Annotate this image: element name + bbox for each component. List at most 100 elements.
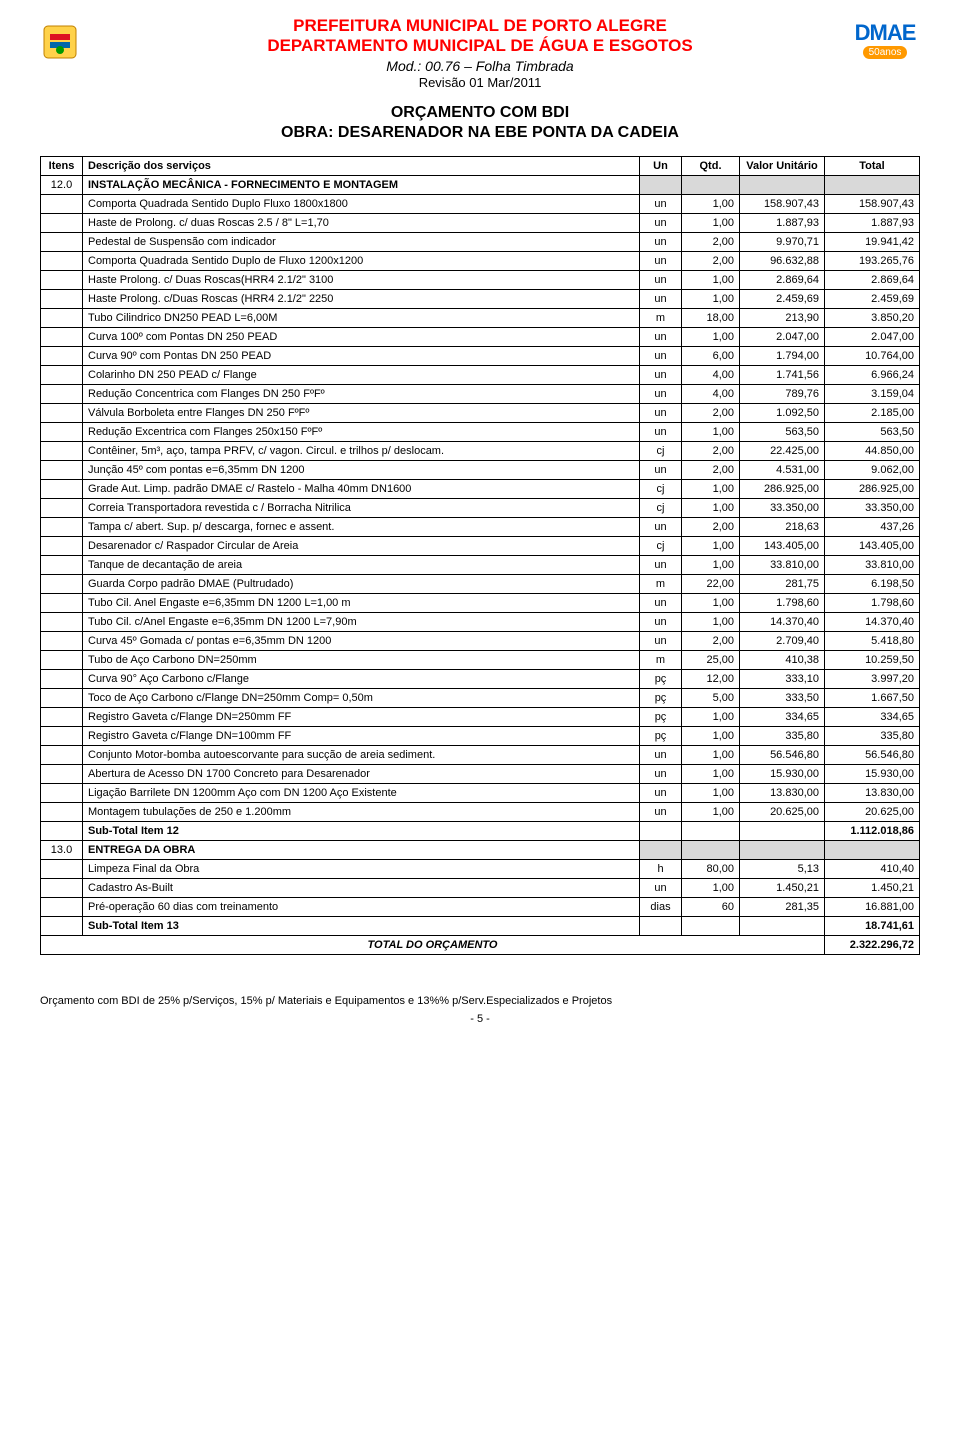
row-un: un <box>640 461 682 480</box>
row-itens <box>41 537 83 556</box>
row-desc: Abertura de Acesso DN 1700 Concreto para… <box>83 765 640 784</box>
row-desc: Cadastro As-Built <box>83 879 640 898</box>
row-unit: 218,63 <box>740 518 825 537</box>
row-un: un <box>640 290 682 309</box>
row-itens <box>41 632 83 651</box>
row-total: 33.350,00 <box>825 499 920 518</box>
row-itens <box>41 594 83 613</box>
row-desc: Pedestal de Suspensão com indicador <box>83 233 640 252</box>
subtotal-label: Sub-Total Item 12 <box>83 822 640 841</box>
row-qtd: 1,00 <box>682 746 740 765</box>
row-desc: Grade Aut. Limp. padrão DMAE c/ Rastelo … <box>83 480 640 499</box>
table-row: Junção 45º com pontas e=6,35mm DN 1200un… <box>41 461 920 480</box>
row-itens <box>41 708 83 727</box>
row-total: 44.850,00 <box>825 442 920 461</box>
row-total: 5.418,80 <box>825 632 920 651</box>
table-row: Desarenador c/ Raspador Circular de Arei… <box>41 537 920 556</box>
table-row: Contêiner, 5m³, aço, tampa PRFV, c/ vago… <box>41 442 920 461</box>
row-qtd: 1,00 <box>682 423 740 442</box>
header: DMAE 50anos PREFEITURA MUNICIPAL DE PORT… <box>40 16 920 90</box>
row-qtd: 1,00 <box>682 594 740 613</box>
row-itens <box>41 404 83 423</box>
table-row: Tubo de Aço Carbono DN=250mmm25,00410,38… <box>41 651 920 670</box>
row-total: 19.941,42 <box>825 233 920 252</box>
row-qtd: 1,00 <box>682 879 740 898</box>
row-total: 158.907,43 <box>825 195 920 214</box>
row-unit: 2.459,69 <box>740 290 825 309</box>
row-desc: Comporta Quadrada Sentido Duplo de Fluxo… <box>83 252 640 271</box>
row-un: un <box>640 632 682 651</box>
empty <box>640 822 682 841</box>
col-unit: Valor Unitário <box>740 157 825 176</box>
grey-cell <box>682 841 740 860</box>
grey-cell <box>640 176 682 195</box>
table-row: Toco de Aço Carbono c/Flange DN=250mm Co… <box>41 689 920 708</box>
row-itens <box>41 309 83 328</box>
row-itens <box>41 803 83 822</box>
table-row: Haste Prolong. c/ Duas Roscas(HRR4 2.1/2… <box>41 271 920 290</box>
row-qtd: 60 <box>682 898 740 917</box>
row-qtd: 4,00 <box>682 385 740 404</box>
row-desc: Colarinho DN 250 PEAD c/ Flange <box>83 366 640 385</box>
row-un: pç <box>640 689 682 708</box>
subtotal-value: 1.112.018,86 <box>825 822 920 841</box>
table-row: Válvula Borboleta entre Flanges DN 250 F… <box>41 404 920 423</box>
budget-table: Itens Descrição dos serviços Un Qtd. Val… <box>40 156 920 955</box>
grey-cell <box>740 176 825 195</box>
row-un: un <box>640 328 682 347</box>
row-total: 20.625,00 <box>825 803 920 822</box>
row-qtd: 1,00 <box>682 195 740 214</box>
row-desc: Tubo Cil. c/Anel Engaste e=6,35mm DN 120… <box>83 613 640 632</box>
row-qtd: 1,00 <box>682 290 740 309</box>
page-number: - 5 - <box>40 1013 920 1025</box>
row-itens <box>41 385 83 404</box>
row-un: pç <box>640 670 682 689</box>
grand-total-row: TOTAL DO ORÇAMENTO2.322.296,72 <box>41 936 920 955</box>
col-desc: Descrição dos serviços <box>83 157 640 176</box>
row-itens <box>41 233 83 252</box>
table-row: Grade Aut. Limp. padrão DMAE c/ Rastelo … <box>41 480 920 499</box>
row-total: 193.265,76 <box>825 252 920 271</box>
header-title-1: PREFEITURA MUNICIPAL DE PORTO ALEGRE <box>40 16 920 36</box>
row-unit: 9.970,71 <box>740 233 825 252</box>
empty <box>640 917 682 936</box>
row-itens <box>41 689 83 708</box>
row-unit: 33.350,00 <box>740 499 825 518</box>
city-crest-icon <box>40 22 80 62</box>
grand-total-label: TOTAL DO ORÇAMENTO <box>41 936 825 955</box>
row-itens <box>41 613 83 632</box>
row-total: 14.370,40 <box>825 613 920 632</box>
row-itens <box>41 575 83 594</box>
row-desc: Ligação Barrilete DN 1200mm Aço com DN 1… <box>83 784 640 803</box>
header-mod: Mod.: 00.76 – Folha Timbrada <box>40 58 920 74</box>
row-unit: 281,75 <box>740 575 825 594</box>
row-qtd: 1,00 <box>682 784 740 803</box>
row-un: un <box>640 556 682 575</box>
row-total: 1.450,21 <box>825 879 920 898</box>
row-itens <box>41 499 83 518</box>
table-row: Tubo Cilindrico DN250 PEAD L=6,00Mm18,00… <box>41 309 920 328</box>
table-row: Redução Concentrica com Flanges DN 250 F… <box>41 385 920 404</box>
row-un: un <box>640 594 682 613</box>
row-total: 1.887,93 <box>825 214 920 233</box>
empty <box>41 822 83 841</box>
row-un: pç <box>640 727 682 746</box>
row-itens <box>41 651 83 670</box>
row-total: 3.159,04 <box>825 385 920 404</box>
table-row: Correia Transportadora revestida c / Bor… <box>41 499 920 518</box>
table-row: Limpeza Final da Obrah80,005,13410,40 <box>41 860 920 879</box>
row-desc: Válvula Borboleta entre Flanges DN 250 F… <box>83 404 640 423</box>
row-un: un <box>640 613 682 632</box>
row-unit: 5,13 <box>740 860 825 879</box>
row-qtd: 2,00 <box>682 252 740 271</box>
table-row: Haste Prolong. c/Duas Roscas (HRR4 2.1/2… <box>41 290 920 309</box>
footer-note: Orçamento com BDI de 25% p/Serviços, 15%… <box>40 995 920 1007</box>
row-itens <box>41 556 83 575</box>
header-rev: Revisão 01 Mar/2011 <box>40 75 920 90</box>
col-qtd: Qtd. <box>682 157 740 176</box>
table-row: Pedestal de Suspensão com indicadorun2,0… <box>41 233 920 252</box>
row-unit: 2.709,40 <box>740 632 825 651</box>
page: DMAE 50anos PREFEITURA MUNICIPAL DE PORT… <box>0 0 960 1055</box>
row-total: 334,65 <box>825 708 920 727</box>
row-desc: Redução Excentrica com Flanges 250x150 F… <box>83 423 640 442</box>
